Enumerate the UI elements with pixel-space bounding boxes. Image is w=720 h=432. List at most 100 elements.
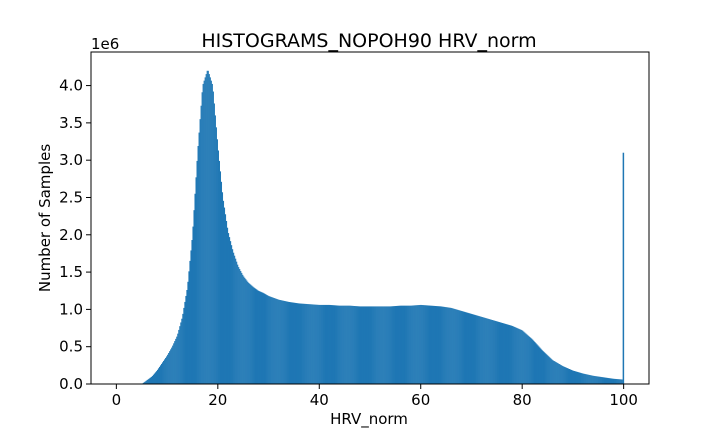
histogram-bar	[463, 311, 465, 384]
histogram-bar	[253, 287, 255, 384]
histogram-bar	[519, 329, 521, 384]
histogram-bar	[239, 269, 241, 384]
histogram-bar	[334, 305, 336, 384]
histogram-bar	[342, 305, 344, 384]
histogram-bar	[255, 288, 257, 384]
histogram-bar	[148, 378, 150, 384]
histogram-bar	[302, 303, 304, 384]
histogram-bar	[445, 307, 447, 384]
histogram-bar	[586, 374, 588, 384]
histogram-bar	[397, 305, 399, 384]
histogram-bar	[427, 305, 429, 384]
histogram-bar	[192, 226, 194, 384]
histogram-bar	[271, 297, 273, 384]
histogram-bar	[238, 267, 240, 384]
histogram-bar	[524, 332, 526, 384]
histogram-bar	[549, 357, 551, 384]
histogram-bar	[516, 327, 518, 384]
histogram-bar	[611, 378, 613, 384]
histogram-bar	[591, 375, 593, 384]
histogram-bar	[616, 379, 618, 384]
histogram-bar	[380, 306, 382, 384]
histogram-bar	[573, 371, 576, 384]
histogram-bar	[556, 362, 558, 384]
histogram-bar	[398, 305, 400, 384]
histogram-bar	[163, 360, 165, 384]
y-tick-label: 4.0	[59, 77, 83, 95]
histogram-bar	[279, 300, 281, 384]
histogram-bar	[408, 305, 410, 384]
histogram-bar	[496, 321, 498, 384]
histogram-bar	[341, 305, 343, 384]
histogram-bar	[467, 312, 469, 384]
histogram-bar	[458, 310, 460, 384]
histogram-bar	[473, 314, 475, 384]
histogram-bar	[210, 80, 212, 385]
histogram-bar	[157, 368, 160, 384]
histogram-bar	[469, 313, 471, 384]
histogram-bar	[204, 77, 206, 385]
histogram-bar	[304, 303, 306, 384]
y-axis-ticks: 0.0 0.5 1.0 1.5 2.0 2.5 3.0 3.5 4.0	[59, 77, 91, 393]
histogram-bar	[142, 382, 144, 384]
histogram-bar	[197, 146, 199, 384]
histogram-bar	[399, 305, 401, 384]
histogram-bar	[193, 210, 195, 384]
histogram-bar	[375, 306, 377, 384]
histogram-bar	[308, 304, 310, 384]
histogram-bar	[576, 371, 579, 384]
histogram-bar	[413, 305, 415, 384]
histogram-bar	[529, 337, 531, 384]
histogram-bar	[219, 171, 222, 384]
y-axis-label: Number of Samples	[36, 144, 54, 292]
histogram-bar	[371, 306, 373, 384]
histogram-bar	[206, 70, 208, 385]
histogram-bar	[280, 300, 282, 384]
histogram-bar	[472, 314, 474, 384]
histogram-bar	[603, 377, 605, 384]
histogram-bar	[486, 318, 488, 384]
histogram-bar	[477, 315, 479, 384]
histogram-bar	[297, 303, 300, 384]
histogram-bar	[181, 318, 183, 384]
histogram-bar	[222, 200, 225, 384]
histogram-bar	[228, 237, 231, 384]
histogram-bar	[207, 70, 209, 385]
histogram-bar	[296, 303, 299, 384]
histogram-bar	[246, 280, 248, 384]
histogram-bar	[327, 304, 329, 384]
histogram-bar	[343, 305, 345, 384]
histogram-bar	[345, 305, 347, 384]
histogram-bar	[468, 313, 470, 384]
histogram-bar	[559, 364, 561, 384]
histogram-bar	[348, 305, 350, 384]
histogram-bar	[162, 362, 164, 384]
histogram-bar	[419, 304, 421, 384]
histogram-bar	[515, 327, 517, 384]
histogram-bar	[502, 323, 505, 384]
x-tick-label: 60	[411, 391, 430, 409]
histogram-bar	[500, 322, 503, 384]
histogram-bar	[309, 304, 311, 384]
histogram-bar	[388, 306, 390, 384]
histogram-bar	[609, 378, 611, 384]
histogram-bar	[260, 291, 262, 384]
histogram-bar	[154, 372, 157, 384]
x-axis-ticks: 0 20 40 60 80 100	[112, 384, 638, 409]
histogram-bar	[153, 373, 156, 384]
histogram-bar	[409, 305, 411, 384]
histogram-bar	[537, 345, 539, 384]
histogram-bar	[560, 365, 562, 384]
histogram-bar	[370, 306, 372, 384]
histogram-bar	[597, 376, 599, 384]
histogram-bar	[522, 330, 524, 384]
histogram-bar	[569, 369, 572, 384]
histogram-bar	[532, 339, 534, 384]
histogram-bar	[258, 290, 260, 384]
x-tick-label: 80	[513, 391, 532, 409]
histogram-bar	[444, 306, 446, 384]
x-tick-label: 0	[112, 391, 122, 409]
histogram-bar	[281, 300, 283, 384]
histogram-bar	[145, 380, 147, 384]
histogram-bar	[622, 152, 625, 384]
